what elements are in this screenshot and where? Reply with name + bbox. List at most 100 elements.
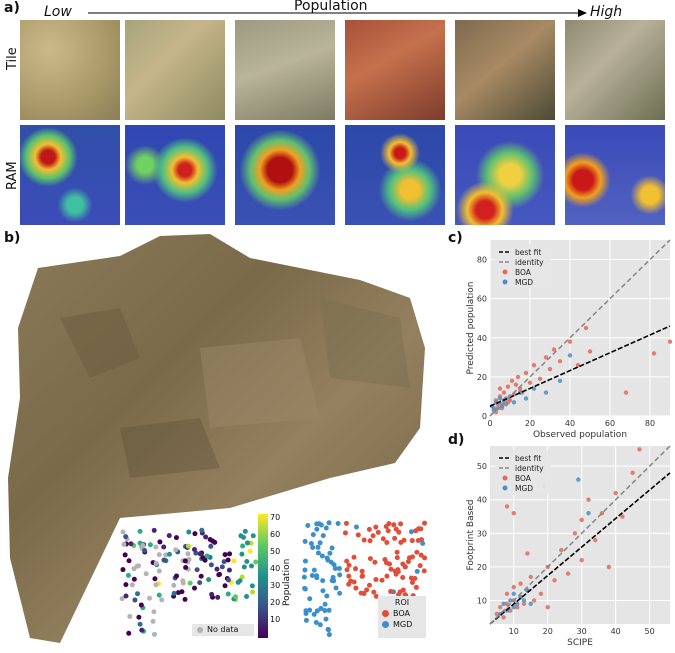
population-point [239, 574, 245, 580]
data-point-mgd [511, 605, 516, 610]
population-point [173, 535, 179, 541]
ram-heatmap-5 [455, 125, 555, 225]
mgd-point [414, 568, 420, 574]
mgd-point [302, 538, 308, 544]
population-point [123, 534, 129, 540]
data-point-boa [531, 362, 537, 368]
boa-point [346, 573, 352, 579]
boa-point [359, 568, 365, 574]
boa-point [371, 589, 377, 595]
panel-d-label: d) [448, 432, 465, 448]
legend-marker [502, 269, 508, 275]
boa-point [413, 584, 419, 590]
x-tick-label: 0 [487, 419, 492, 428]
boa-point [421, 568, 427, 574]
nodata-point [185, 551, 191, 557]
population-point [227, 551, 233, 557]
mgd-point [332, 565, 338, 571]
mgd-point [308, 540, 314, 546]
boa-point [414, 549, 420, 555]
mgd-point [326, 520, 332, 526]
population-point [231, 558, 237, 564]
high-label: High [590, 4, 623, 20]
data-point-boa [504, 591, 510, 596]
boa-point [385, 528, 391, 534]
boa-point [422, 520, 428, 526]
data-point-boa [572, 531, 578, 536]
legend-marker [502, 475, 508, 481]
boa-point [343, 520, 349, 526]
data-point-boa [667, 339, 673, 344]
chart-c: 0 20 40 60 80 0 20 40 60 80 best fitidentityBOAMGD… [466, 239, 673, 440]
mgd-point [318, 522, 324, 528]
population-point [253, 559, 259, 565]
nodata-point [153, 560, 159, 566]
data-point-boa [505, 384, 511, 389]
population-point [175, 590, 181, 596]
population-point [156, 592, 162, 598]
mgd-point [408, 529, 414, 535]
panel-b-label: b) [4, 230, 21, 246]
x-tick-label: 20 [525, 419, 535, 428]
population-point [194, 567, 200, 573]
population-point [208, 562, 214, 568]
data-point-boa [538, 591, 544, 596]
y-tick-label: 20 [477, 563, 487, 572]
legend-label: best fit [515, 248, 541, 257]
data-point-boa [586, 497, 591, 502]
y-axis-label: Predicted population [466, 281, 476, 374]
data-point-boa [497, 386, 503, 391]
data-point-boa [651, 351, 657, 356]
nodata-point [150, 618, 156, 624]
colorbar-tick: 20 [270, 598, 281, 607]
mgd-point [317, 540, 323, 546]
boa-point [388, 588, 394, 594]
nodata-point [153, 544, 159, 550]
nodata-point [143, 571, 149, 577]
mgd-point [337, 572, 343, 578]
population-point [203, 534, 209, 540]
nodata-marker [197, 626, 203, 633]
population-point [157, 539, 163, 545]
x-tick-label: 10 [509, 627, 519, 636]
nodata-point [171, 582, 177, 588]
population-point [151, 527, 157, 533]
data-point-boa [543, 355, 549, 360]
population-point [139, 627, 145, 633]
y-tick-label: 40 [477, 334, 487, 343]
best-fit-line [489, 472, 671, 625]
legend-label: MGD [515, 484, 533, 493]
identity-line [489, 445, 671, 625]
data-point-boa [620, 514, 625, 519]
data-point-boa [630, 470, 635, 476]
boa-point [355, 532, 361, 538]
tile-image-3 [235, 20, 335, 120]
tile-image-6 [565, 20, 665, 120]
data-point-mgd [499, 404, 505, 409]
boa-point [388, 566, 394, 572]
data-point-boa [583, 325, 589, 331]
population-point [123, 582, 129, 588]
population-point [161, 557, 167, 563]
data-point-boa [514, 605, 520, 610]
mgd-point [323, 525, 329, 531]
nodata-point [159, 597, 165, 603]
data-point-boa [606, 564, 612, 570]
population-point [126, 630, 132, 636]
legend-marker [502, 485, 508, 491]
population-point [244, 540, 250, 546]
roi-scatter [301, 520, 428, 638]
data-point-boa [551, 347, 557, 352]
population-point [147, 542, 153, 548]
mgd-point [319, 553, 325, 559]
nodata-point [173, 547, 179, 553]
boa-point [370, 533, 376, 539]
x-tick-label: 60 [605, 419, 615, 428]
mgd-point [310, 545, 316, 551]
data-point-boa [513, 382, 519, 387]
boa-point [418, 526, 424, 532]
roi-legend-boa: BOA [393, 609, 410, 618]
boa-point [353, 585, 359, 591]
mgd-point [323, 616, 329, 622]
nodata-point [156, 552, 162, 558]
